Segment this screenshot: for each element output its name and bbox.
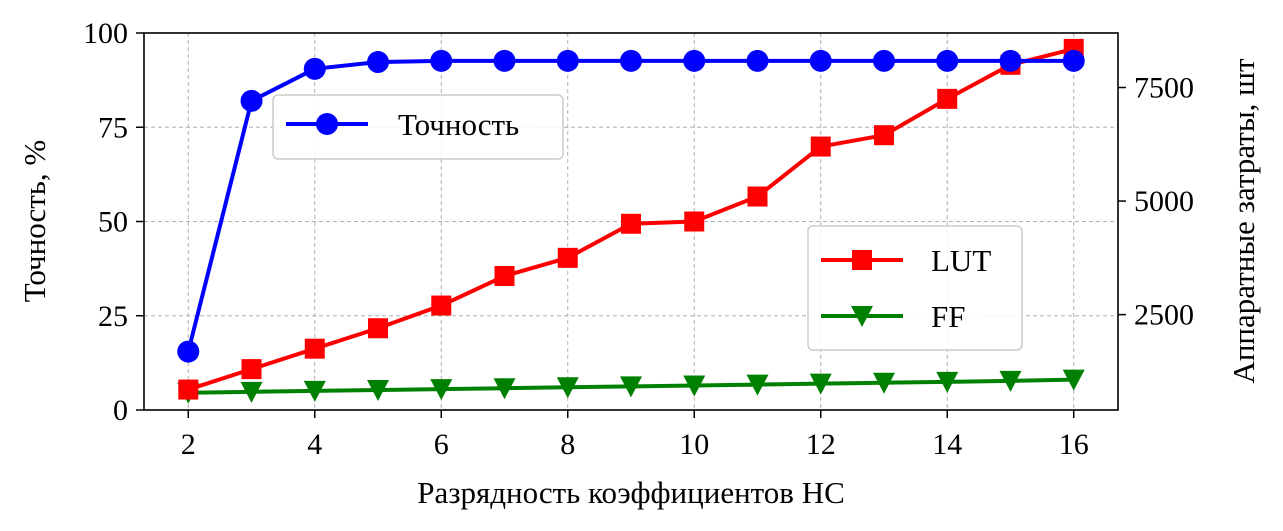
data-point-accuracy xyxy=(556,49,579,72)
data-point-lut xyxy=(684,211,705,232)
y-right-tick-label: 2500 xyxy=(1134,299,1194,332)
data-point-lut xyxy=(178,379,199,400)
y-right-tick-label: 7500 xyxy=(1134,72,1194,105)
x-tick-label: 4 xyxy=(307,428,322,461)
y-left-tick-label: 100 xyxy=(83,17,128,50)
x-axis-title: Разрядность коэффициентов НС xyxy=(417,475,845,510)
x-tick-label: 2 xyxy=(181,428,196,461)
legend-accuracy: Точность xyxy=(272,94,564,160)
data-point-lut xyxy=(431,295,452,316)
data-point-accuracy xyxy=(430,49,453,72)
y-left-tick-label: 0 xyxy=(113,394,128,427)
data-point-lut xyxy=(557,247,578,268)
x-tick-label: 6 xyxy=(434,428,449,461)
x-tick-label: 8 xyxy=(560,428,575,461)
y-right-tick-label: 5000 xyxy=(1134,185,1194,218)
data-point-lut xyxy=(937,88,958,109)
ticks-layer: 2 4 6 8 10 12 14 16 0 25 50 75 100 2500 5000 7500 xyxy=(83,17,1194,461)
legend-hardware: LUT FF xyxy=(807,225,1023,351)
data-point-ff xyxy=(556,377,579,399)
legend-lut-marker xyxy=(852,250,872,270)
data-point-accuracy xyxy=(303,57,326,80)
data-point-ff xyxy=(620,376,642,398)
data-point-ff xyxy=(872,372,895,394)
data-point-ff xyxy=(683,375,706,397)
legend-accuracy-frame xyxy=(272,94,564,160)
legend-ff-label: FF xyxy=(931,299,965,334)
data-point-lut xyxy=(621,213,641,234)
data-point-accuracy xyxy=(683,49,706,72)
x-tick-label: 16 xyxy=(1059,428,1089,461)
series-layer xyxy=(177,38,1085,404)
data-point-lut xyxy=(241,359,262,380)
data-point-ff xyxy=(430,379,453,401)
data-point-ff xyxy=(936,371,959,393)
y-axis-left-title: Точность, % xyxy=(17,140,52,303)
data-point-ff xyxy=(746,374,769,396)
data-point-ff xyxy=(493,378,516,400)
data-point-accuracy xyxy=(240,89,263,112)
data-point-lut xyxy=(304,338,325,359)
data-point-lut xyxy=(873,125,894,146)
data-point-accuracy xyxy=(1062,49,1085,72)
y-left-tick-label: 75 xyxy=(98,111,128,144)
data-point-ff xyxy=(240,381,263,403)
data-point-lut xyxy=(747,186,768,207)
data-point-accuracy xyxy=(493,49,516,72)
data-point-accuracy xyxy=(999,49,1022,72)
data-point-accuracy xyxy=(936,49,959,72)
data-point-accuracy xyxy=(177,340,200,363)
legend-lut-label: LUT xyxy=(931,243,991,278)
data-point-ff xyxy=(809,373,832,395)
data-point-accuracy xyxy=(367,51,390,74)
data-point-ff xyxy=(999,370,1022,392)
data-point-accuracy xyxy=(872,49,895,72)
data-point-lut xyxy=(810,136,831,157)
data-point-ff xyxy=(367,380,390,402)
y-left-tick-label: 25 xyxy=(98,300,128,333)
y-left-tick-label: 50 xyxy=(98,206,128,239)
data-point-accuracy xyxy=(620,49,642,72)
legend-accuracy-marker xyxy=(316,113,338,135)
data-point-accuracy xyxy=(746,49,769,72)
y-axis-right-title: Аппаратные затраты, шт xyxy=(1226,58,1261,384)
data-point-ff xyxy=(1062,369,1085,391)
data-point-ff xyxy=(303,380,326,402)
legend-ff-marker xyxy=(851,306,873,327)
data-point-lut xyxy=(494,266,515,287)
x-tick-label: 10 xyxy=(679,428,709,461)
data-point-accuracy xyxy=(809,49,832,72)
data-point-lut xyxy=(368,318,389,339)
legend-accuracy-label: Точность xyxy=(398,107,519,142)
x-tick-label: 14 xyxy=(932,428,962,461)
x-tick-label: 12 xyxy=(806,428,836,461)
